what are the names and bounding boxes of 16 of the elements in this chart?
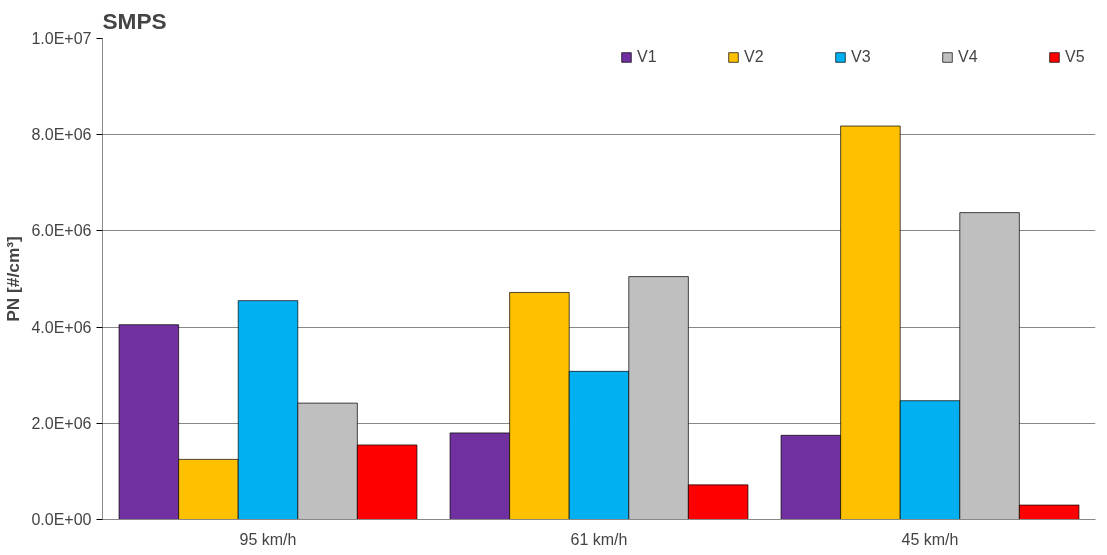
legend-label: V2 [744, 48, 764, 66]
y-tick-label: 8.0E+06 [31, 126, 92, 144]
legend-label: V5 [1065, 48, 1085, 66]
y-axis-title: PN [#/cm³] [3, 236, 24, 322]
x-tick-label: 95 km/h [239, 530, 297, 548]
y-tick-label: 4.0E+06 [31, 318, 92, 336]
y-tick-label: 0.0E+00 [31, 511, 92, 528]
legend-label: V1 [637, 48, 657, 66]
chart-title: SMPS [102, 7, 167, 34]
y-tick-label: 6.0E+06 [31, 222, 92, 240]
legend-label: V4 [958, 48, 978, 66]
y-tick-label: 1.0E+07 [31, 30, 92, 47]
legend-label: V3 [851, 48, 871, 66]
x-tick-label: 61 km/h [570, 530, 628, 548]
y-tick-label: 2.0E+06 [31, 414, 92, 432]
x-tick-label: 45 km/h [901, 530, 959, 548]
